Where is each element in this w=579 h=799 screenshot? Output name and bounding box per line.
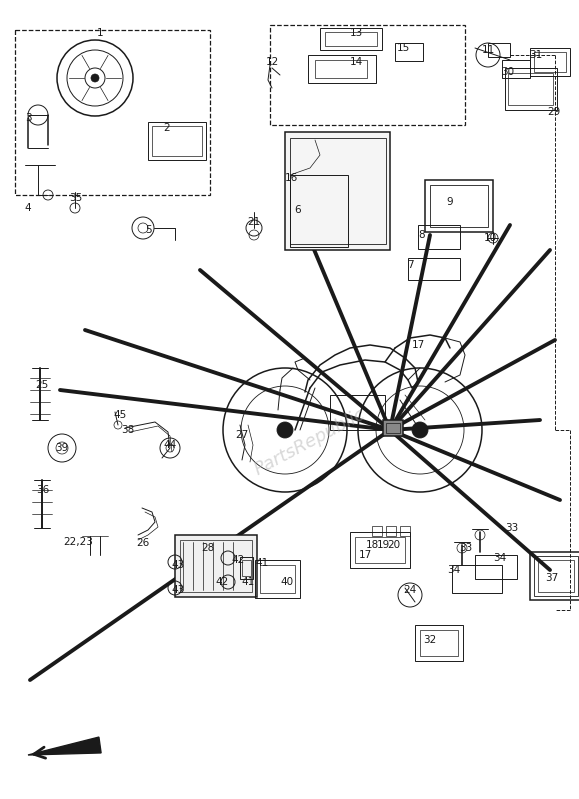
Bar xyxy=(290,175,348,247)
Text: 21: 21 xyxy=(247,217,261,227)
Text: 37: 37 xyxy=(545,573,559,583)
Bar xyxy=(330,395,385,430)
Text: 4: 4 xyxy=(25,203,31,213)
Bar xyxy=(152,126,202,156)
Text: 1: 1 xyxy=(97,28,103,38)
Text: 19: 19 xyxy=(376,540,390,550)
Bar xyxy=(175,535,257,597)
Bar xyxy=(383,420,403,436)
Bar xyxy=(320,28,382,50)
Text: 12: 12 xyxy=(265,57,278,67)
Text: 17: 17 xyxy=(411,340,424,350)
Circle shape xyxy=(412,422,428,438)
Bar xyxy=(315,60,367,78)
Text: 35: 35 xyxy=(69,193,83,203)
Text: PartsRepublic: PartsRepublic xyxy=(251,405,369,479)
Bar xyxy=(418,225,460,249)
Text: 41: 41 xyxy=(255,558,269,568)
Text: 7: 7 xyxy=(406,260,413,270)
Text: 44: 44 xyxy=(163,440,177,450)
Text: 2: 2 xyxy=(164,123,170,133)
Bar xyxy=(430,185,488,227)
Text: 43: 43 xyxy=(171,560,185,570)
Bar xyxy=(386,526,396,536)
Circle shape xyxy=(277,422,293,438)
Bar xyxy=(475,555,517,579)
Text: 14: 14 xyxy=(349,57,362,67)
Bar xyxy=(242,560,251,576)
Text: 33: 33 xyxy=(505,523,519,533)
Bar xyxy=(400,526,410,536)
Text: 8: 8 xyxy=(419,230,426,240)
Bar xyxy=(530,552,579,600)
Polygon shape xyxy=(28,737,101,755)
Text: 22,23: 22,23 xyxy=(63,537,93,547)
Bar xyxy=(148,122,206,160)
Bar xyxy=(372,526,382,536)
Bar xyxy=(15,30,210,195)
Text: 28: 28 xyxy=(201,543,215,553)
Text: 18: 18 xyxy=(365,540,379,550)
Bar xyxy=(386,423,400,433)
Bar xyxy=(538,560,574,592)
Text: 34: 34 xyxy=(493,553,507,563)
Text: 6: 6 xyxy=(295,205,301,215)
Text: 43: 43 xyxy=(171,585,185,595)
Text: 36: 36 xyxy=(36,485,50,495)
Bar xyxy=(534,556,578,596)
Text: 16: 16 xyxy=(284,173,298,183)
Bar xyxy=(308,55,376,83)
Text: 15: 15 xyxy=(397,43,409,53)
Text: 3: 3 xyxy=(25,113,31,123)
Bar xyxy=(415,625,463,661)
Text: 42: 42 xyxy=(232,555,244,565)
Bar xyxy=(420,630,458,656)
Text: 29: 29 xyxy=(547,107,560,117)
Bar xyxy=(325,32,377,46)
Bar xyxy=(355,537,405,563)
Circle shape xyxy=(91,74,99,82)
Bar xyxy=(452,565,502,593)
Text: 24: 24 xyxy=(404,585,417,595)
Bar xyxy=(488,43,510,57)
Bar xyxy=(260,565,295,593)
Text: 40: 40 xyxy=(280,577,294,587)
Text: 32: 32 xyxy=(423,635,437,645)
Text: 11: 11 xyxy=(481,45,494,55)
Bar xyxy=(290,138,386,244)
Bar xyxy=(502,60,530,78)
Text: 30: 30 xyxy=(501,67,515,77)
Text: 5: 5 xyxy=(145,225,151,235)
Text: 33: 33 xyxy=(459,543,472,553)
Bar xyxy=(350,532,410,568)
Bar xyxy=(508,73,553,105)
Bar xyxy=(240,557,253,579)
Text: 31: 31 xyxy=(529,50,543,60)
Text: 25: 25 xyxy=(35,380,49,390)
Text: 45: 45 xyxy=(113,410,127,420)
Text: 20: 20 xyxy=(387,540,401,550)
Bar xyxy=(180,540,252,592)
Text: 41: 41 xyxy=(241,577,255,587)
Text: 39: 39 xyxy=(56,443,69,453)
Text: 27: 27 xyxy=(236,430,248,440)
Bar xyxy=(270,25,465,125)
Bar xyxy=(505,68,557,110)
Bar xyxy=(425,180,493,232)
Bar xyxy=(255,560,300,598)
Bar xyxy=(534,52,566,72)
Bar xyxy=(530,48,570,76)
Bar xyxy=(408,258,460,280)
Text: 38: 38 xyxy=(122,425,135,435)
Text: 42: 42 xyxy=(215,577,229,587)
Text: 9: 9 xyxy=(446,197,453,207)
Text: 26: 26 xyxy=(137,538,149,548)
Text: 13: 13 xyxy=(349,28,362,38)
Text: 10: 10 xyxy=(483,233,497,243)
Bar xyxy=(285,132,390,250)
Text: 34: 34 xyxy=(448,565,461,575)
Text: 17: 17 xyxy=(358,550,372,560)
Bar xyxy=(395,43,423,61)
